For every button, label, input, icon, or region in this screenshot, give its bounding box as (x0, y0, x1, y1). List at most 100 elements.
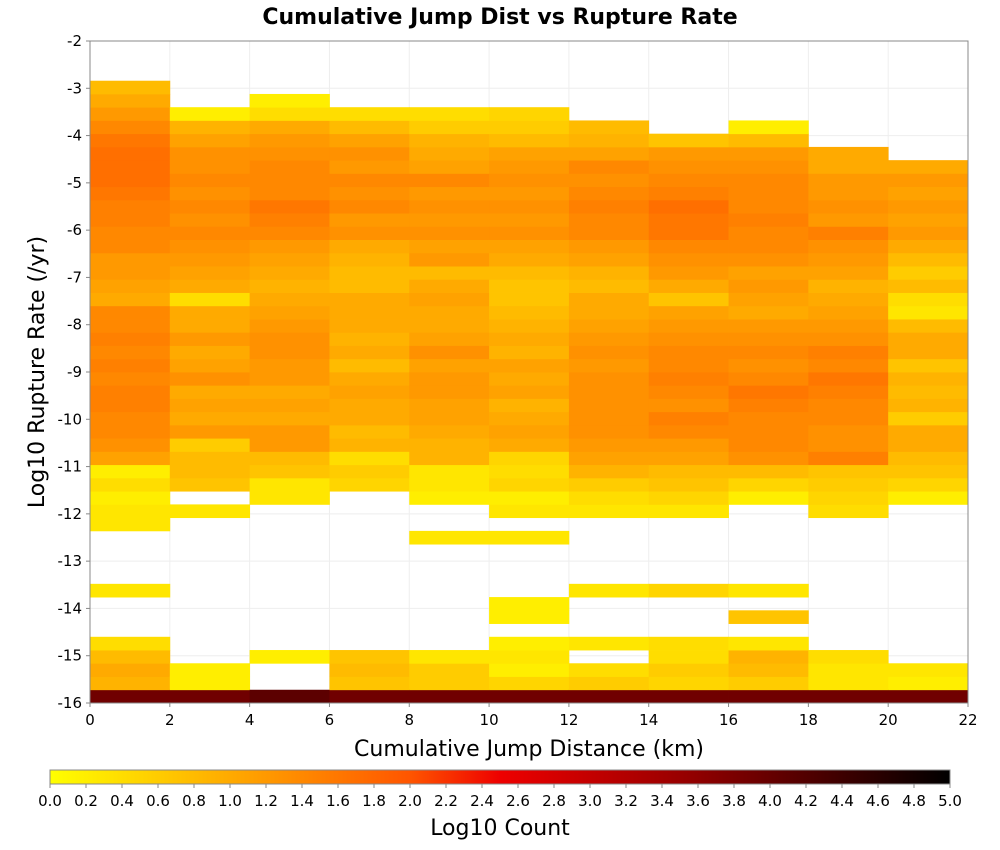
heatmap-cell (728, 610, 809, 624)
heatmap-cell (808, 226, 889, 240)
heatmap-cell (489, 133, 570, 148)
heatmap-cell (489, 597, 570, 611)
heatmap-cell (568, 464, 650, 479)
heatmap-cell (489, 252, 570, 267)
x-tick-label: 6 (325, 711, 335, 729)
heatmap-cell (728, 438, 809, 452)
heatmap-cell (90, 689, 171, 704)
heatmap-cell (169, 107, 251, 121)
heatmap-cell (249, 305, 330, 320)
chart-title: Cumulative Jump Dist vs Rupture Rate (262, 5, 737, 30)
heatmap-cell (329, 385, 410, 399)
heatmap-cell (90, 477, 171, 492)
heatmap-cell (568, 583, 650, 598)
heatmap-cell (568, 186, 650, 201)
heatmap-cell (728, 676, 809, 691)
heatmap-cell (728, 252, 809, 267)
heatmap-cell (169, 120, 251, 135)
heatmap-cell (808, 385, 889, 399)
heatmap-cell (409, 120, 490, 135)
heatmap-cell (409, 107, 490, 121)
heatmap-cell (90, 491, 171, 505)
heatmap-cell (409, 186, 490, 201)
heatmap-cell (568, 332, 650, 346)
heatmap-cell (808, 319, 889, 333)
heatmap-cell (329, 438, 410, 452)
heatmap-cell (489, 398, 570, 413)
heatmap-cell (169, 663, 251, 677)
heatmap-cell (888, 464, 969, 479)
heatmap-cell (409, 689, 490, 704)
heatmap-cell (568, 120, 650, 135)
heatmap-cell (249, 93, 330, 108)
x-tick-label: 18 (799, 711, 818, 729)
heatmap-cell (888, 663, 969, 677)
heatmap-cell (409, 491, 490, 505)
heatmap-cell (888, 438, 969, 452)
heatmap-cell (489, 636, 570, 651)
heatmap-cell (888, 213, 969, 227)
colorbar-tick-label: 0.0 (38, 792, 62, 810)
colorbar-tick-label: 0.8 (182, 792, 206, 810)
heatmap-cell (888, 385, 969, 399)
colorbar-tick-label: 1.4 (290, 792, 314, 810)
heatmap-cell (568, 319, 650, 333)
heatmap-cell (90, 636, 171, 651)
heatmap-cell (808, 252, 889, 267)
heatmap-cell (808, 491, 889, 505)
heatmap-cell (568, 411, 650, 426)
heatmap-cell (808, 464, 889, 479)
heatmap-cell (568, 345, 650, 360)
heatmap-cell (489, 199, 570, 214)
heatmap-cell (568, 160, 650, 174)
heatmap-cells (90, 80, 969, 704)
heatmap-cell (329, 663, 410, 677)
heatmap-cell (329, 186, 410, 201)
heatmap-cell (648, 358, 729, 373)
heatmap-cell (409, 173, 490, 188)
heatmap-cell (249, 266, 330, 280)
colorbar-tick-label: 2.0 (398, 792, 422, 810)
heatmap-cell (808, 266, 889, 280)
colorbar-tick-label: 0.2 (74, 792, 98, 810)
colorbar-tick-label: 1.6 (326, 792, 350, 810)
heatmap-cell (808, 199, 889, 214)
heatmap-cell (568, 398, 650, 413)
heatmap-cell (808, 186, 889, 201)
heatmap-cell (169, 504, 251, 519)
y-tick-label: -14 (58, 599, 83, 617)
heatmap-cell (808, 305, 889, 320)
y-tick-label: -13 (58, 552, 83, 570)
colorbar-label: Log10 Count (430, 816, 570, 841)
heatmap-cell (169, 345, 251, 360)
heatmap-cell (648, 252, 729, 267)
heatmap-cell (489, 411, 570, 426)
heatmap-cell (808, 676, 889, 691)
heatmap-cell (90, 199, 171, 214)
heatmap-cell (808, 213, 889, 227)
heatmap-cell (249, 689, 330, 704)
heatmap-cell (169, 385, 251, 399)
y-tick-label: -8 (67, 316, 82, 334)
heatmap-cell (808, 663, 889, 677)
heatmap-cell (888, 358, 969, 373)
heatmap-cell (568, 424, 650, 439)
heatmap-cell (249, 213, 330, 227)
heatmap-cell (888, 689, 969, 704)
heatmap-cell (648, 239, 729, 254)
heatmap-cell (728, 358, 809, 373)
heatmap-cell (329, 239, 410, 254)
heatmap-cell (728, 292, 809, 307)
heatmap-cell (489, 385, 570, 399)
heatmap-cell (888, 292, 969, 307)
heatmap-cell (90, 583, 171, 598)
heatmap-cell (90, 226, 171, 240)
colorbar (49, 769, 951, 785)
heatmap-cell (169, 173, 251, 188)
heatmap-cell (728, 319, 809, 333)
heatmap-cell (728, 146, 809, 161)
heatmap-cell (888, 173, 969, 188)
colorbar-ticks: 0.0 0.2 0.4 0.6 0.8 1.0 1.2 1.4 1.6 1.8 2.0 2.2 2.4 2… (38, 784, 962, 810)
heatmap-cell (568, 676, 650, 691)
heatmap-cell (568, 385, 650, 399)
